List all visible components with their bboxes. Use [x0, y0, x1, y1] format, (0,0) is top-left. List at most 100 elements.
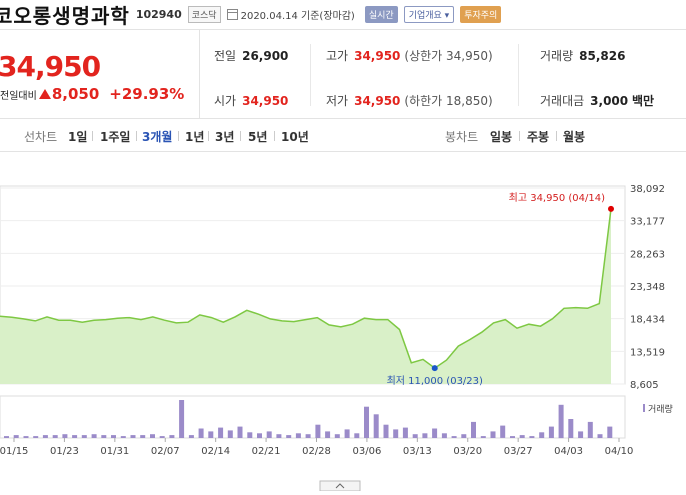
volume-bar [578, 431, 584, 438]
stat-value: 3,000 [590, 94, 629, 108]
chart-scroll-handle[interactable] [319, 480, 361, 492]
tab-monthly-candle[interactable]: 월봉 [563, 130, 586, 144]
volume-bar [568, 419, 574, 438]
stat-value: 26,900 [242, 49, 289, 63]
stat-label: 고가 [326, 49, 349, 63]
volume-bar [432, 428, 438, 438]
stat-value: 34,950 [354, 49, 401, 63]
tab-1w[interactable]: 1주일 [100, 130, 131, 144]
stat-prev-close: 전일 26,900 [214, 47, 288, 64]
volume-bar [4, 436, 9, 438]
volume-bar [519, 435, 525, 438]
volume-bar [441, 433, 447, 439]
volume-bar [62, 434, 68, 438]
volume-bar [169, 435, 175, 438]
volume-bar [597, 434, 603, 438]
volume-bar [325, 431, 331, 438]
x-tick-label: 03/13 [403, 446, 432, 457]
divider [519, 131, 520, 141]
y-tick-label: 23,348 [630, 282, 665, 293]
x-tick-label: 02/14 [201, 446, 230, 457]
lower-limit: (하한가 18,850) [404, 94, 493, 108]
tab-1y[interactable]: 1년 [185, 130, 205, 144]
change-label: 전일대비 [0, 90, 37, 102]
volume-bar [558, 404, 564, 439]
tab-weekly-candle[interactable]: 주봉 [527, 130, 550, 144]
volume-bar [510, 436, 515, 438]
price-summary: 34,950 전일대비 8,050 +29.93% [0, 30, 200, 118]
volume-bar [295, 433, 301, 439]
change-value: 8,050 [51, 85, 100, 103]
divider [518, 44, 519, 106]
volume-bar [91, 434, 97, 438]
volume-bar [33, 436, 39, 438]
volume-bar [179, 400, 185, 438]
volume-bar [587, 421, 593, 438]
change-row: 전일대비 8,050 +29.93% [0, 85, 184, 103]
volume-legend: 거래량 [648, 403, 673, 415]
low-point [431, 365, 438, 372]
stock-code: 102940 [135, 8, 182, 21]
tab-3m[interactable]: 3개월 [142, 130, 173, 144]
stock-name: 코오롱생명과학 [0, 4, 130, 28]
stock-header: 코오롱생명과학 102940 코스닥 2020.04.14 기준(장마감) 실시… [0, 0, 686, 30]
volume-bar [130, 435, 136, 438]
volume-bar [286, 435, 292, 438]
x-tick-label: 02/21 [252, 446, 281, 457]
volume-bar [276, 434, 282, 438]
volume-bar [42, 435, 48, 438]
y-tick-label: 18,434 [630, 315, 665, 326]
candle-chart-label: 봉차트 [445, 130, 479, 144]
volume-bar [490, 431, 496, 438]
volume-bar [383, 424, 389, 438]
volume-bar [344, 429, 350, 438]
stat-label: 전일 [214, 49, 237, 63]
x-tick-label: 03/27 [504, 446, 533, 457]
stat-high: 고가 34,950 (상한가 34,950) [326, 47, 493, 64]
volume-bar [227, 430, 233, 438]
volume-bar [480, 436, 486, 438]
stat-low: 저가 34,950 (하한가 18,850) [326, 92, 493, 109]
current-price: 34,950 [0, 50, 101, 83]
volume-bar [373, 414, 379, 439]
stat-label: 거래량 [540, 49, 574, 63]
volume-bar [208, 431, 214, 438]
x-tick-label: 02/28 [302, 446, 331, 457]
tab-1d[interactable]: 1일 [68, 130, 88, 144]
investment-warning-badge: 투자주의 [460, 6, 502, 23]
tab-3y[interactable]: 3년 [215, 130, 235, 144]
volume-bar [471, 421, 476, 438]
volume-bar [159, 436, 165, 438]
volume-bar [257, 433, 262, 439]
volume-bar [305, 434, 311, 438]
volume-bar [539, 432, 545, 438]
stat-trade-value: 거래대금 3,000 백만 [540, 92, 654, 109]
market-badge: 코스닥 [187, 6, 221, 23]
tab-5y[interactable]: 5년 [248, 130, 268, 144]
realtime-button[interactable]: 실시간 [364, 6, 398, 23]
x-tick-label: 04/10 [605, 446, 634, 457]
y-tick-label: 38,092 [630, 184, 665, 195]
volume-bar [500, 425, 506, 438]
volume-bar [101, 435, 107, 438]
stat-label: 거래대금 [540, 94, 585, 108]
x-tick-label: 02/07 [151, 446, 180, 457]
price-line [0, 208, 612, 370]
volume-bar [13, 435, 19, 438]
upper-limit: (상한가 34,950) [404, 49, 493, 63]
volume-bar [52, 435, 58, 438]
volume-bar [315, 424, 321, 438]
volume-bar [218, 427, 224, 439]
x-tick-label: 01/31 [100, 446, 129, 457]
volume-bar [607, 426, 613, 438]
calendar-icon [226, 9, 238, 20]
y-tick-label: 33,177 [630, 217, 665, 228]
company-info-dropdown[interactable]: 기업개요 ▾ [403, 6, 455, 23]
y-tick-label: 28,263 [630, 249, 665, 260]
divider [178, 131, 179, 141]
line-chart-label: 선차트 [24, 130, 58, 144]
tab-10y[interactable]: 10년 [281, 130, 309, 144]
x-tick-label: 03/06 [353, 446, 382, 457]
volume-bar [150, 434, 155, 438]
tab-daily-candle[interactable]: 일봉 [490, 130, 513, 144]
